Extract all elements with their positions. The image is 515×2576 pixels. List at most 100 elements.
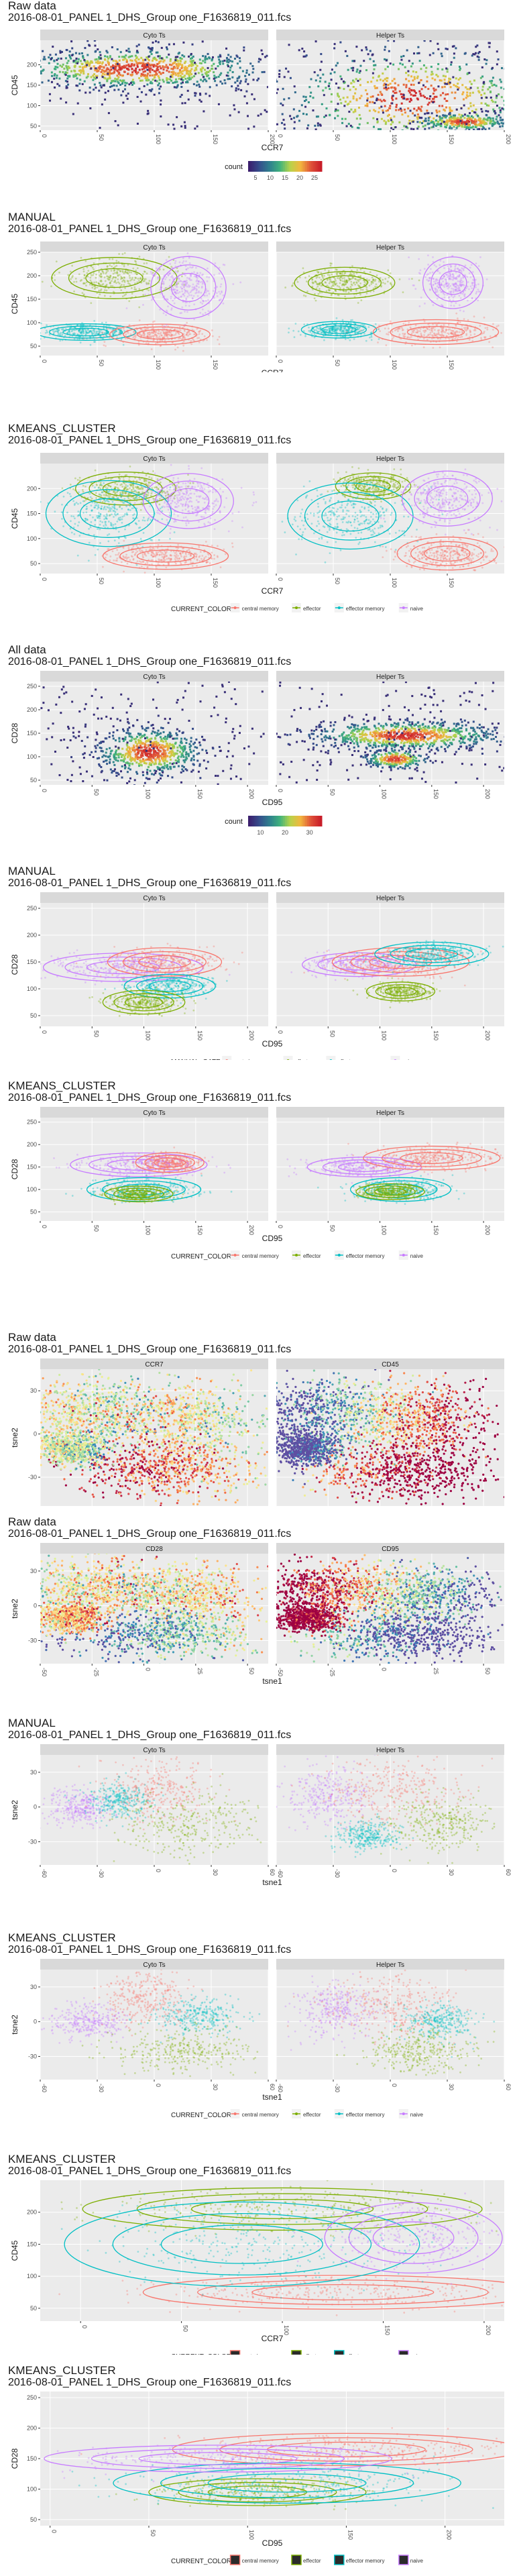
data-point <box>93 284 95 287</box>
hex-bin <box>256 79 259 82</box>
data-point <box>178 277 180 280</box>
data-point <box>469 266 471 269</box>
hex-bin <box>394 87 397 90</box>
data-point <box>113 281 115 283</box>
hex-bin <box>227 74 229 77</box>
hex-bin <box>490 120 493 123</box>
data-point <box>107 278 109 280</box>
data-point <box>199 272 202 274</box>
hex-bin <box>40 59 41 62</box>
data-point <box>80 279 82 281</box>
data-point <box>162 280 165 283</box>
data-point <box>352 277 354 279</box>
hex-bin <box>168 43 170 46</box>
hex-bin <box>293 127 296 129</box>
data-point <box>331 280 333 283</box>
data-point <box>81 329 84 331</box>
data-point <box>184 284 187 286</box>
hex-bin <box>480 125 483 127</box>
hex-bin <box>414 91 417 94</box>
data-point <box>152 321 154 323</box>
hex-bin <box>136 64 139 66</box>
data-point <box>80 256 82 259</box>
data-point <box>353 325 356 327</box>
hex-bin <box>138 77 141 80</box>
colorbar-segment <box>288 161 291 172</box>
data-point <box>343 279 346 282</box>
density-contour <box>321 325 357 334</box>
hex-bin <box>83 80 86 83</box>
data-point <box>461 284 463 286</box>
data-point <box>190 274 192 276</box>
data-point <box>356 279 359 281</box>
data-point <box>185 268 188 271</box>
hex-bin <box>397 84 400 87</box>
hex-bin <box>102 84 105 87</box>
hex-bin <box>117 82 120 85</box>
data-point <box>350 283 353 286</box>
data-point <box>462 268 465 270</box>
data-point <box>457 276 460 278</box>
hex-bin <box>435 125 437 127</box>
data-point <box>99 289 102 292</box>
data-point <box>159 292 162 294</box>
data-point <box>69 270 72 273</box>
data-point <box>458 286 460 288</box>
data-point <box>335 290 337 292</box>
data-point <box>348 329 351 331</box>
data-point <box>198 286 200 288</box>
hex-bin <box>397 150 399 152</box>
data-point <box>169 263 172 265</box>
data-point <box>174 291 176 293</box>
hex-bin <box>457 83 459 85</box>
data-point <box>116 270 119 273</box>
data-point <box>135 260 137 263</box>
hex-bin <box>184 77 187 80</box>
data-point <box>339 272 341 275</box>
hex-bin <box>394 89 397 91</box>
data-point <box>92 329 95 332</box>
hex-bin <box>435 114 438 117</box>
data-point <box>343 282 345 285</box>
data-point <box>196 294 199 297</box>
data-point <box>341 280 344 282</box>
data-point <box>418 272 420 274</box>
data-point <box>170 335 173 337</box>
density-contour <box>62 327 109 337</box>
data-point <box>437 329 439 332</box>
data-point <box>442 334 445 337</box>
data-point <box>182 280 185 283</box>
hex-bin <box>1 81 3 83</box>
hex-bin <box>448 113 451 115</box>
hex-bin <box>449 78 451 80</box>
data-point <box>302 294 305 297</box>
data-point <box>84 329 87 331</box>
data-point <box>357 331 359 334</box>
hex-bin <box>512 61 514 63</box>
data-point <box>90 330 93 333</box>
hex-bin <box>123 56 126 58</box>
x-tick-label: 100 <box>155 360 162 370</box>
data-point <box>181 306 184 309</box>
data-point <box>359 326 361 329</box>
hex-bin <box>436 111 439 114</box>
hex-bin <box>231 60 234 63</box>
data-point <box>428 328 431 331</box>
hex-bin <box>366 121 369 124</box>
hex-bin <box>457 121 460 124</box>
data-point <box>338 277 341 280</box>
hex-bin <box>447 93 449 95</box>
x-tick-label: 150 <box>212 134 219 144</box>
hex-bin <box>292 108 295 111</box>
hex-bin <box>195 84 198 87</box>
plot-marks <box>40 464 258 574</box>
data-point <box>454 282 457 285</box>
data-point <box>82 270 85 273</box>
data-point <box>79 331 82 333</box>
hex-bin <box>355 88 357 91</box>
hex-bin <box>180 58 183 60</box>
hex-bin <box>489 80 492 83</box>
data-point <box>453 269 456 272</box>
hex-bin <box>459 117 461 120</box>
data-point <box>331 286 333 288</box>
